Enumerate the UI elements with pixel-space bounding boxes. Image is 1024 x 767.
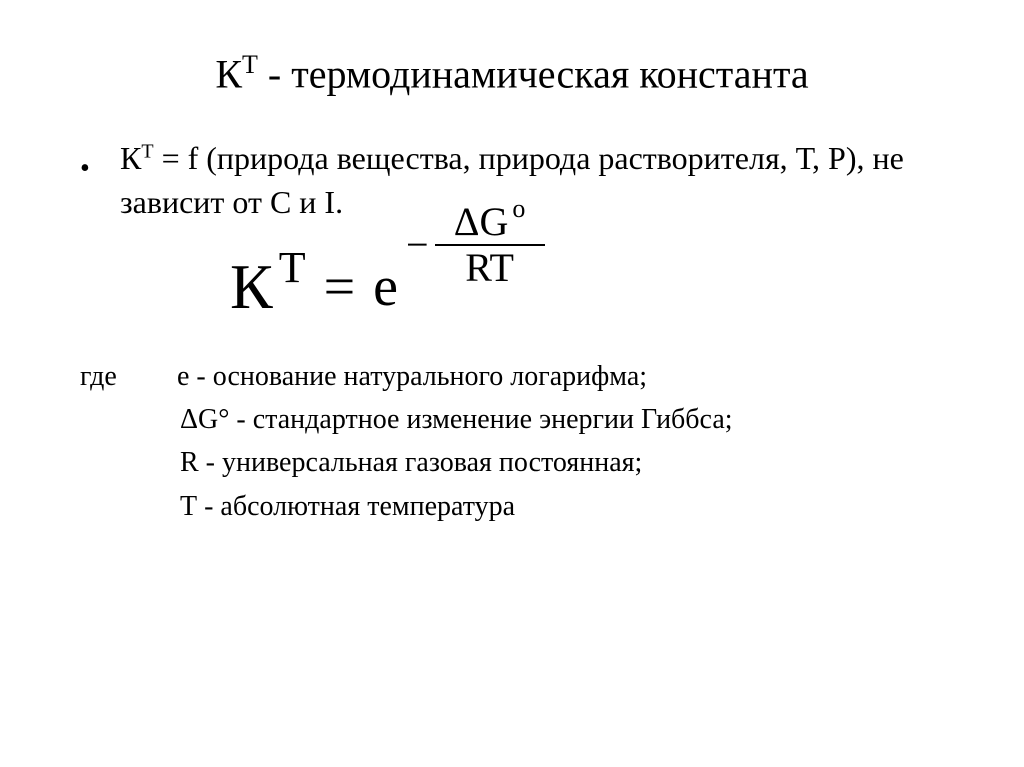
equation-lhs: К Т <box>230 250 306 324</box>
bullet-superscript: Т <box>141 141 153 163</box>
legend: где е - основание натурального логарифма… <box>80 355 944 529</box>
fraction-numerator: ΔG о <box>448 202 532 244</box>
degree-symbol: о <box>512 196 525 222</box>
bullet-symbol: К <box>120 140 141 176</box>
title-text: термодинамическая константа <box>291 51 808 96</box>
legend-e-desc: е - основание натурального логарифма; <box>177 361 647 392</box>
title-superscript: Т <box>242 50 258 79</box>
legend-line-4: Т - абсолютная температура <box>80 485 944 528</box>
equation-equals: = <box>324 255 356 319</box>
slide: КТ - термодинамическая константа КТ = f … <box>0 0 1024 767</box>
equation-K: К <box>230 250 273 324</box>
delta-g: ΔG <box>454 202 509 242</box>
bullet-dot-icon <box>80 137 120 188</box>
equation-exponent: − ΔG о RT <box>406 202 545 288</box>
equation-K-sup: Т <box>279 242 306 293</box>
slide-title: КТ - термодинамическая константа <box>80 50 944 97</box>
legend-line-3: R - универсальная газовая постоянная; <box>80 441 944 484</box>
legend-line-1: где е - основание натурального логарифма… <box>80 355 944 398</box>
equation-e: е <box>373 255 398 319</box>
legend-line-2: ΔG° - стандартное изменение энергии Гибб… <box>80 398 944 441</box>
title-symbol: К <box>215 51 242 96</box>
title-dash: - <box>258 51 291 96</box>
main-equation: К Т = е − ΔG о RT <box>230 244 944 330</box>
fraction-denominator: RT <box>465 246 514 288</box>
equation-fraction: ΔG о RT <box>435 202 545 288</box>
equation-minus: − <box>406 221 429 268</box>
legend-where: где <box>80 355 170 398</box>
